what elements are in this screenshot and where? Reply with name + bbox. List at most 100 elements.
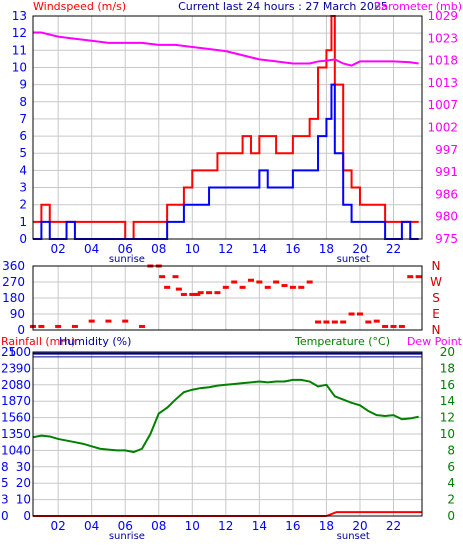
direction-point	[281, 284, 288, 288]
barometer-y-tick-label: 975	[435, 232, 458, 246]
temperature-y-tick-label: 12	[440, 411, 455, 425]
time-tick-label: 02	[51, 519, 66, 533]
direction-point	[159, 275, 166, 279]
rain-y-axis-labels: 0 3 5 8 10 13 15 18 20 23 25	[1, 345, 16, 523]
temperature-y-tick-label: 18	[440, 361, 455, 375]
temperature-y-tick-label: 0	[447, 509, 455, 523]
wind-y-tick-label: 13	[12, 9, 27, 23]
direction-y-tick-label: 270	[2, 275, 25, 289]
time-tick-label: 04	[84, 519, 99, 533]
temperature-y-tick-label: 4	[447, 476, 455, 490]
time-tick-label: 20	[352, 242, 367, 256]
wind-y-tick-label: 6	[19, 129, 27, 143]
direction-y-tick-label: 0	[17, 323, 25, 337]
direction-point	[264, 285, 271, 289]
wind-y-tick-label: 5	[19, 146, 27, 160]
humidity-y-tick-label: 10	[16, 493, 31, 507]
humidity-y-tick-label: 100	[8, 345, 31, 359]
time-tick-label: 20	[352, 519, 367, 533]
direction-point	[138, 324, 145, 328]
direction-point	[331, 320, 338, 324]
direction-point	[398, 324, 405, 328]
direction-panel-frame	[32, 265, 423, 331]
time-tick-label: 12	[218, 242, 233, 256]
direction-point	[289, 285, 296, 289]
direction-point	[323, 320, 330, 324]
wind-y-tick-label: 2	[19, 198, 27, 212]
temperature-y-tick-label: 8	[447, 443, 455, 457]
chart-title: Current last 24 hours : 27 March 2025	[178, 0, 388, 13]
compass-y-tick-label: S	[432, 291, 440, 305]
direction-point	[214, 291, 221, 295]
direction-y-tick-label: 90	[10, 307, 25, 321]
wind-y-tick-label: 12	[12, 26, 27, 40]
time-tick-label: 18	[319, 519, 334, 533]
humidity-y-tick-label: 80	[16, 378, 31, 392]
direction-point	[55, 324, 62, 328]
direction-y-axis-labels: 0 90 180 270 360	[2, 259, 25, 337]
direction-point	[122, 319, 129, 323]
time-tick-label: 16	[285, 519, 300, 533]
sunset-label-3: sunset	[337, 531, 370, 542]
wind-y-tick-label: 10	[12, 60, 27, 74]
rht-panel-frame	[32, 351, 423, 517]
humidity-axis-title: Humidity (%)	[59, 335, 131, 348]
direction-point	[71, 324, 78, 328]
rain-y-tick-label: 8	[1, 460, 9, 474]
compass-y-tick-label: W	[430, 275, 442, 289]
wind-y-tick-label: 0	[19, 232, 27, 246]
direction-point	[197, 291, 204, 295]
humidity-y-tick-label: 50	[16, 427, 31, 441]
direction-point	[239, 285, 246, 289]
rain-y-tick-label: 5	[1, 476, 9, 490]
direction-point	[365, 320, 372, 324]
time-tick-label: 10	[185, 519, 200, 533]
rain-y-tick-label: 15	[1, 411, 16, 425]
humidity-y-tick-label: 30	[16, 460, 31, 474]
wind-y-tick-label: 8	[19, 95, 27, 109]
rain-y-tick-label: 3	[1, 493, 9, 507]
temperature-y-tick-label: 2	[447, 493, 455, 507]
wind-y-tick-label: 11	[12, 43, 27, 57]
rain-y-tick-label: 18	[1, 394, 16, 408]
wind-y-tick-label: 7	[19, 112, 27, 126]
temperature-axis-title: Temperature (°C)	[294, 335, 390, 348]
rain-y-tick-label: 23	[1, 361, 16, 375]
direction-y-tick-label: 360	[2, 259, 25, 273]
sunset-label-1: sunset	[337, 254, 370, 265]
barometer-y-tick-label: 1023	[427, 31, 458, 45]
barometer-y-tick-label: 991	[435, 165, 458, 179]
time-tick-label: 16	[285, 242, 300, 256]
rain-y-tick-label: 25	[1, 345, 16, 359]
direction-point	[298, 285, 305, 289]
rht-panel-grid	[33, 351, 422, 517]
dewpoint-axis-title: Dew Point	[407, 335, 463, 348]
direction-point	[273, 280, 280, 284]
direction-point	[356, 312, 363, 316]
time-tick-label: 08	[151, 242, 166, 256]
temperature-y-axis-labels: 0 2 4 6 8 10 12 14 16 18 20	[440, 345, 455, 523]
compass-y-tick-label: N	[432, 323, 441, 337]
temperature-y-tick-label: 14	[440, 394, 455, 408]
barometer-y-tick-label: 986	[435, 187, 458, 201]
direction-point	[373, 319, 380, 323]
humidity-y-tick-label: 40	[16, 443, 31, 457]
time-tick-label: 22	[386, 519, 401, 533]
direction-point	[88, 319, 95, 323]
direction-point	[206, 291, 213, 295]
barometer-y-tick-label: 980	[435, 210, 458, 224]
direction-point	[172, 275, 179, 279]
direction-point	[175, 287, 182, 291]
temperature-y-tick-label: 10	[440, 427, 455, 441]
wind-x-axis-labels: 02 04 06 08 10 12 14 16 18 20 22	[51, 242, 402, 256]
direction-point	[415, 275, 422, 279]
sunrise-label-3: sunrise	[109, 531, 145, 542]
direction-point	[180, 292, 187, 296]
direction-point	[315, 320, 322, 324]
barometer-y-tick-label: 1002	[427, 121, 458, 135]
direction-point	[222, 285, 229, 289]
sunrise-label-1: sunrise	[109, 254, 145, 265]
barometer-axis-title: Barometer (mb)	[374, 0, 462, 13]
